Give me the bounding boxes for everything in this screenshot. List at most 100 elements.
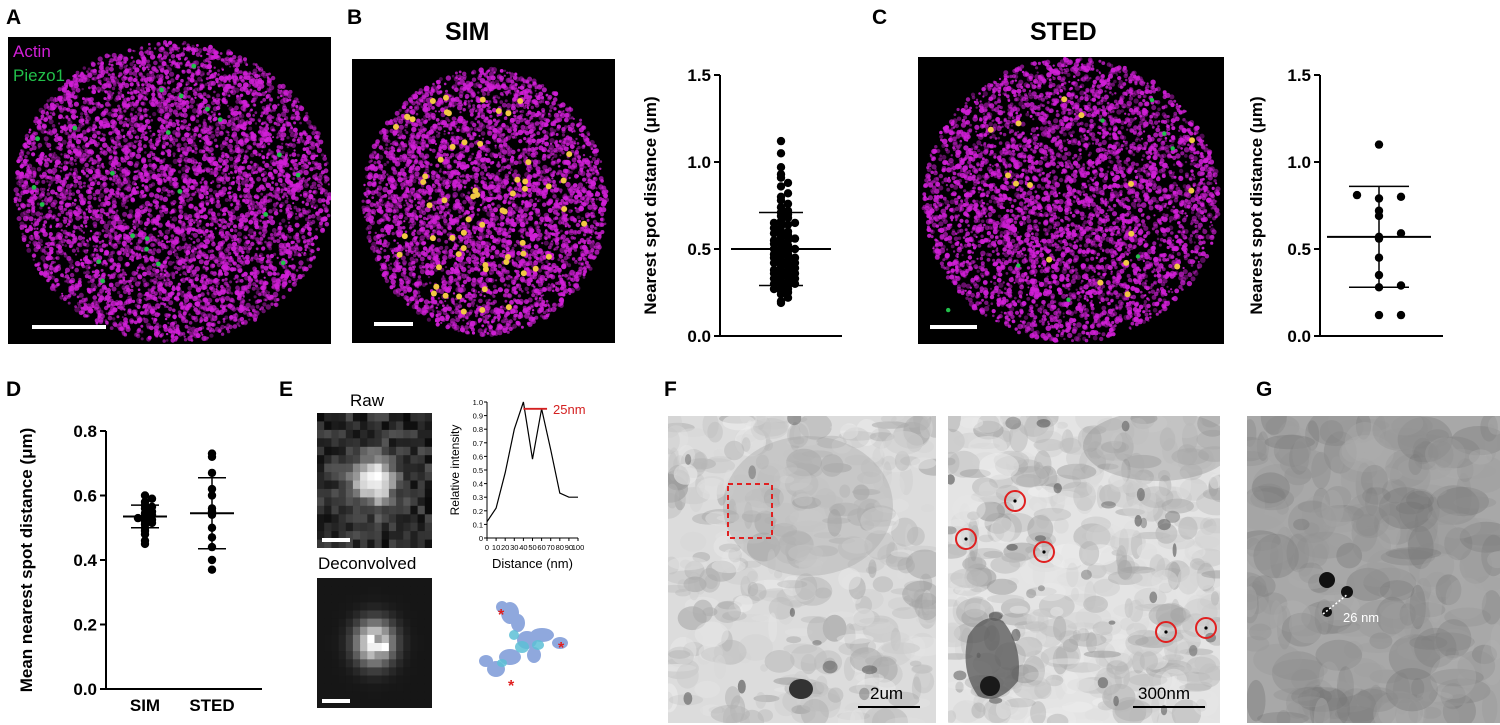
pixel bbox=[403, 455, 411, 465]
pixel bbox=[403, 691, 411, 701]
pixel bbox=[374, 472, 383, 481]
pixel bbox=[388, 472, 397, 481]
pixel bbox=[338, 675, 347, 685]
pixel bbox=[388, 578, 397, 587]
panel-letter-b: B bbox=[347, 6, 363, 29]
pixel bbox=[324, 659, 332, 668]
pixel bbox=[324, 472, 332, 481]
pixel bbox=[331, 505, 340, 515]
pixel bbox=[403, 429, 411, 439]
pixel bbox=[410, 691, 419, 701]
pixel bbox=[360, 438, 368, 448]
pixel bbox=[381, 586, 390, 595]
pixel bbox=[396, 539, 404, 548]
pixel bbox=[345, 421, 354, 431]
pixel bbox=[352, 488, 361, 498]
pixel bbox=[388, 594, 397, 603]
piezo1-spot bbox=[1066, 297, 1071, 302]
x-tick-label: 40 bbox=[519, 543, 527, 552]
legend-actin: Actin bbox=[13, 42, 51, 61]
pixel bbox=[424, 429, 432, 439]
data-point bbox=[1396, 229, 1406, 238]
pixel bbox=[388, 699, 397, 708]
pixel bbox=[331, 438, 340, 448]
pixel bbox=[345, 651, 354, 660]
pixel bbox=[331, 429, 340, 439]
pixel bbox=[374, 594, 383, 603]
chart-relative-intensity: 00.10.20.30.40.50.60.70.80.91.00 10 20 30 40… bbox=[448, 398, 586, 571]
pixel bbox=[352, 413, 361, 422]
pixel bbox=[352, 438, 361, 448]
pixel bbox=[417, 667, 426, 676]
pixel bbox=[374, 659, 383, 668]
pixel bbox=[388, 413, 397, 422]
pixel bbox=[424, 634, 432, 644]
pixel bbox=[324, 602, 332, 611]
pixel bbox=[410, 699, 419, 708]
pixel bbox=[338, 594, 347, 603]
pixel bbox=[388, 610, 397, 620]
pixel bbox=[331, 651, 340, 660]
pixel bbox=[403, 514, 411, 524]
data-point bbox=[776, 136, 786, 146]
actin-texture bbox=[921, 57, 1221, 343]
pixel bbox=[317, 429, 325, 439]
pixel bbox=[338, 691, 347, 701]
pixel bbox=[345, 531, 354, 540]
pixel bbox=[396, 699, 404, 708]
pixel bbox=[388, 429, 397, 439]
panel-letter-a: A bbox=[6, 6, 22, 29]
scale-bar bbox=[930, 325, 977, 329]
pixel bbox=[388, 446, 397, 456]
pixel bbox=[352, 602, 361, 611]
pixel bbox=[352, 429, 361, 439]
pixel bbox=[367, 472, 375, 481]
pixel bbox=[388, 626, 397, 636]
pixel bbox=[345, 618, 354, 628]
pixel bbox=[352, 610, 361, 620]
pixel bbox=[324, 522, 332, 532]
pixel bbox=[331, 421, 340, 431]
x-category-label: SIM bbox=[130, 696, 160, 712]
pixel bbox=[396, 531, 404, 540]
pixel bbox=[367, 488, 375, 498]
pixel bbox=[360, 594, 368, 603]
pixel bbox=[317, 683, 325, 693]
pixel bbox=[424, 463, 432, 473]
pixel bbox=[381, 643, 390, 652]
pixel bbox=[338, 438, 347, 448]
pixel bbox=[367, 480, 375, 490]
pixel bbox=[410, 602, 419, 611]
pixel bbox=[381, 610, 390, 620]
pixel bbox=[396, 413, 404, 422]
scale-bar bbox=[32, 325, 106, 329]
pixel bbox=[338, 602, 347, 611]
pixel bbox=[396, 446, 404, 456]
pixel bbox=[388, 691, 397, 701]
pixel bbox=[317, 602, 325, 611]
pixel bbox=[396, 626, 404, 636]
pixel bbox=[367, 505, 375, 515]
pixel bbox=[396, 586, 404, 595]
pixel bbox=[374, 618, 383, 628]
pixel bbox=[367, 514, 375, 524]
pixel bbox=[352, 472, 361, 481]
gold-particle bbox=[1013, 499, 1017, 503]
pixel bbox=[338, 421, 347, 431]
pixel bbox=[410, 531, 419, 540]
pixel bbox=[381, 505, 390, 515]
pixel bbox=[331, 522, 340, 532]
piezo1-spot bbox=[946, 307, 951, 313]
gold-particle bbox=[1204, 626, 1208, 630]
pixel bbox=[374, 643, 383, 652]
pixel bbox=[345, 488, 354, 498]
pixel bbox=[352, 514, 361, 524]
pixel bbox=[403, 626, 411, 636]
pixel bbox=[338, 472, 347, 481]
pixel bbox=[367, 539, 375, 548]
scale-label-300nm: 300nm bbox=[1138, 684, 1190, 703]
pixel bbox=[317, 634, 325, 644]
pixel bbox=[317, 531, 325, 540]
pixel bbox=[374, 578, 383, 587]
data-point bbox=[1396, 281, 1406, 290]
